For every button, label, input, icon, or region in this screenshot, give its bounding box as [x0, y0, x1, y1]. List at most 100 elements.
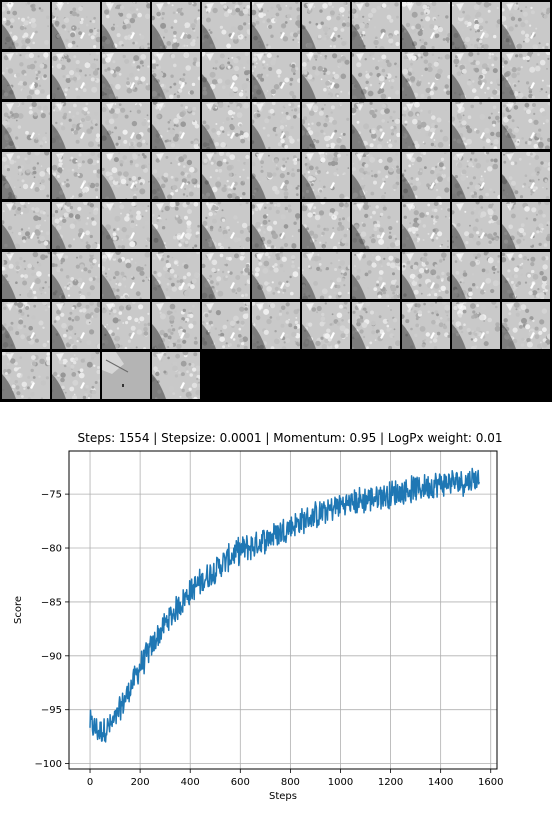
- sample-tile: [352, 2, 400, 49]
- x-tick-label: 1600: [478, 777, 503, 788]
- sample-tile-image: [2, 2, 50, 49]
- sample-tile-image: [502, 102, 550, 149]
- sample-tile-image: [452, 152, 500, 199]
- sample-tile: [452, 152, 500, 199]
- x-axis-ticks: 0 200 400 600 800 1000 1200 1400 1600: [87, 769, 504, 788]
- sample-tile: [2, 2, 50, 49]
- sample-tile-image: [352, 202, 400, 249]
- sample-tile-image: [102, 302, 150, 349]
- sample-tile: [302, 302, 350, 349]
- sample-tile-image: [252, 152, 300, 199]
- sample-tile-image: [402, 2, 450, 49]
- sample-tile: [302, 2, 350, 49]
- sample-tile-image: [152, 152, 200, 199]
- sample-tile: [2, 52, 50, 99]
- sample-tile-image: [52, 352, 100, 399]
- sample-tile-image: [252, 252, 300, 299]
- sample-tile: [402, 152, 450, 199]
- sample-tile-image: [52, 252, 100, 299]
- sample-tile: [252, 152, 300, 199]
- sample-tile: [102, 52, 150, 99]
- y-tick-label: −90: [41, 651, 62, 662]
- sample-tile-image: [402, 252, 450, 299]
- sample-tile-image: [452, 202, 500, 249]
- sample-tile: [102, 352, 150, 399]
- sample-tile: [302, 52, 350, 99]
- sample-tile: [2, 202, 50, 249]
- sample-tile: [252, 2, 300, 49]
- sample-tile: [402, 2, 450, 49]
- sample-tile: [452, 252, 500, 299]
- sample-tile-image: [352, 152, 400, 199]
- x-tick-label: 200: [131, 777, 150, 788]
- sample-tile: [452, 302, 500, 349]
- sample-tile: [152, 52, 200, 99]
- sample-tile-image: [152, 202, 200, 249]
- score-chart: 0 200 400 600 800 1000 1200 1400 1600 −100 −95 −90…: [0, 403, 552, 815]
- sample-tile-image: [202, 302, 250, 349]
- sample-tile-image: [302, 252, 350, 299]
- sample-tile: [102, 2, 150, 49]
- sample-tile: [352, 52, 400, 99]
- sample-tile-image: [402, 52, 450, 99]
- sample-tile: [202, 102, 250, 149]
- sample-tile: [252, 302, 300, 349]
- sample-tile-image: [102, 2, 150, 49]
- sample-tile-image: [2, 302, 50, 349]
- score-chart-svg: 0 200 400 600 800 1000 1200 1400 1600 −100 −95 −90…: [0, 403, 552, 815]
- sample-tile: [102, 152, 150, 199]
- sample-tile-image: [52, 202, 100, 249]
- sample-tile: [52, 302, 100, 349]
- sample-tile-image: [352, 52, 400, 99]
- y-tick-label: −75: [41, 490, 62, 501]
- sample-tile-image: [2, 252, 50, 299]
- sample-tile: [502, 102, 550, 149]
- sample-tile-image: [502, 2, 550, 49]
- sample-tile-image: [402, 202, 450, 249]
- sample-tile: [502, 202, 550, 249]
- sample-tile-image: [52, 2, 100, 49]
- sample-tile: [202, 252, 250, 299]
- sample-tile-image: [202, 52, 250, 99]
- sample-tile-image: [452, 2, 500, 49]
- chart-series-layer: [90, 469, 479, 742]
- sample-tile-image: [302, 2, 350, 49]
- sample-tile-image: [52, 302, 100, 349]
- sample-tile: [352, 202, 400, 249]
- sample-tile: [52, 352, 100, 399]
- chart-gridlines: [69, 451, 497, 769]
- sample-tile: [152, 152, 200, 199]
- sample-tile-image: [2, 152, 50, 199]
- sample-tile-image: [452, 302, 500, 349]
- sample-tile: [252, 52, 300, 99]
- sample-tile-image: [452, 52, 500, 99]
- sample-tile: [52, 202, 100, 249]
- sample-tile: [402, 252, 450, 299]
- sample-tile-image: [252, 102, 300, 149]
- x-tick-label: 400: [181, 777, 200, 788]
- plot-frame: [69, 451, 497, 769]
- sample-tile: [502, 2, 550, 49]
- sample-tile: [2, 152, 50, 199]
- sample-tile: [52, 102, 100, 149]
- sample-tile: [102, 252, 150, 299]
- sample-tile-image: [502, 152, 550, 199]
- sample-tile: [52, 52, 100, 99]
- sample-tile-image: [102, 152, 150, 199]
- sample-tile-image: [402, 302, 450, 349]
- sample-tile: [302, 202, 350, 249]
- sample-tile: [502, 152, 550, 199]
- sample-tile: [52, 152, 100, 199]
- sample-tile-image: [152, 52, 200, 99]
- sample-tile-image: [102, 352, 150, 399]
- sample-tile-image: [502, 252, 550, 299]
- sample-tile-image: [152, 352, 200, 399]
- sample-tile: [352, 152, 400, 199]
- sample-tile: [352, 302, 400, 349]
- sample-tile: [402, 102, 450, 149]
- sample-tile: [2, 302, 50, 349]
- x-tick-label: 1000: [328, 777, 353, 788]
- sample-tile: [252, 252, 300, 299]
- sample-tile-image: [2, 202, 50, 249]
- sample-tile: [402, 202, 450, 249]
